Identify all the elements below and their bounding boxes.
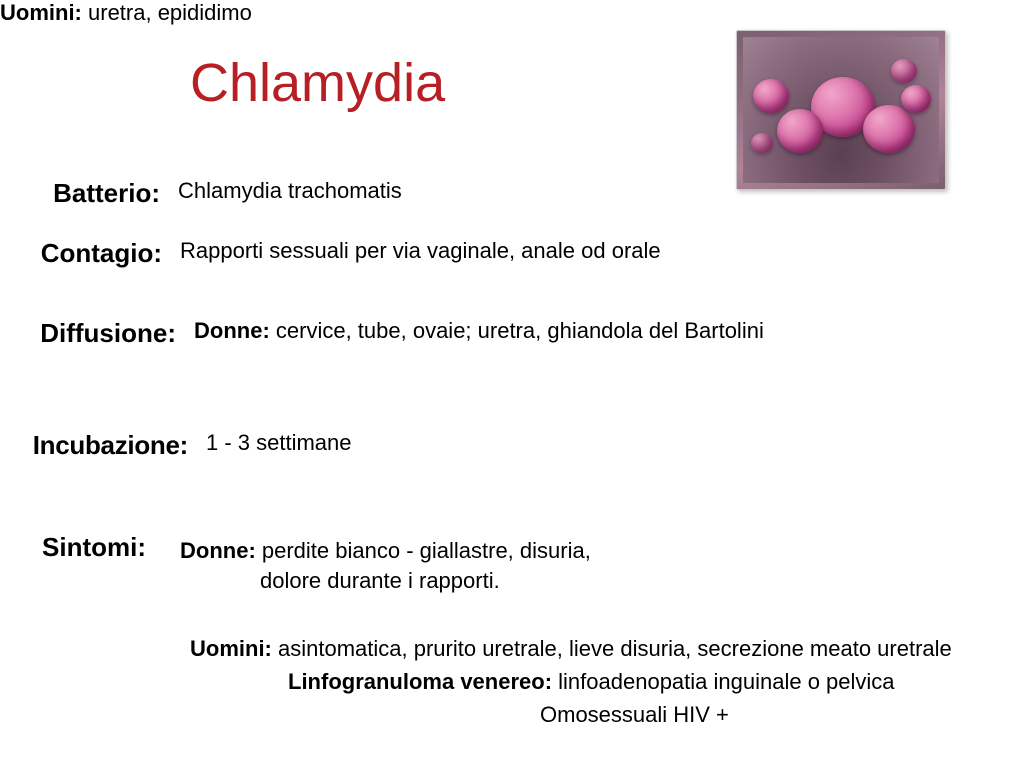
label-contagio: Contagio: [0,238,162,269]
sintomi-uomini-text: asintomatica, prurito uretrale, lieve di… [272,636,952,661]
label-sintomi: Sintomi: [0,532,146,563]
sintomi-uomini-label: Uomini: [190,636,272,661]
row-incubazione: Incubazione: 1 - 3 settimane [0,430,352,461]
sintomi-linfo-text: linfoadenopatia inguinale o pelvica [552,669,894,694]
sintomi-donne-block: Donne: perdite bianco - giallastre, disu… [180,536,591,595]
bacteria-image [743,37,939,183]
sintomi-uomini-block: Uomini: asintomatica, prurito uretrale, … [190,632,952,731]
label-incubazione: Incubazione: [0,430,188,461]
diffusione-donne-text: cervice, tube, ovaie; uretra, ghiandola … [270,318,764,343]
value-diffusione-donne: Donne: cervice, tube, ovaie; uretra, ghi… [194,318,764,344]
page-title: Chlamydia [190,52,445,114]
value-batterio: Chlamydia trachomatis [178,178,402,204]
bacteria-image-frame [736,30,946,190]
sintomi-donne-line1: perdite bianco - giallastre, disuria, [256,538,591,563]
sintomi-hiv: Omosessuali HIV + [190,698,952,731]
cell-icon [891,59,917,83]
cell-icon [863,105,915,153]
value-contagio: Rapporti sessuali per via vaginale, anal… [180,238,661,264]
row-sintomi: Sintomi: [0,532,146,563]
label-diffusione: Diffusione: [0,318,176,349]
sintomi-donne-label: Donne: [180,538,256,563]
slide: Chlamydia Batterio: Chlamydia trachomati… [0,0,1024,768]
value-incubazione: 1 - 3 settimane [206,430,352,456]
cell-icon [901,85,931,113]
cell-icon [753,79,789,113]
sintomi-donne-line2: dolore durante i rapporti. [180,566,591,596]
cell-icon [751,133,773,153]
diffusione-uomini-text: uretra, epididimo [82,0,252,25]
row-batterio: Batterio: Chlamydia trachomatis [0,178,402,209]
cell-icon [777,109,823,153]
diffusione-uomini-label: Uomini: [0,0,82,25]
label-batterio: Batterio: [0,178,160,209]
row-contagio: Contagio: Rapporti sessuali per via vagi… [0,238,661,269]
value-diffusione-uomini: Uomini: uretra, epididimo [0,0,1024,26]
row-diffusione: Diffusione: Donne: cervice, tube, ovaie;… [0,318,764,349]
diffusione-donne-label: Donne: [194,318,270,343]
sintomi-linfo-label: Linfogranuloma venereo: [288,669,552,694]
